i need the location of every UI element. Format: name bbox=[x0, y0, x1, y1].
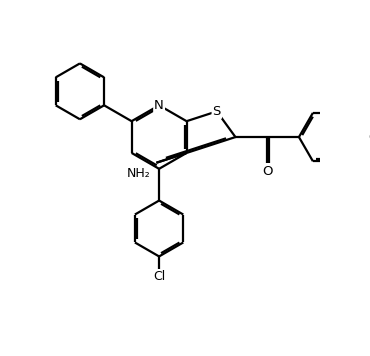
Text: Cl: Cl bbox=[369, 131, 370, 143]
Text: Cl: Cl bbox=[153, 270, 165, 283]
Text: N: N bbox=[154, 99, 164, 112]
Text: S: S bbox=[213, 105, 221, 118]
Text: NH₂: NH₂ bbox=[127, 167, 151, 180]
Text: O: O bbox=[262, 165, 272, 178]
